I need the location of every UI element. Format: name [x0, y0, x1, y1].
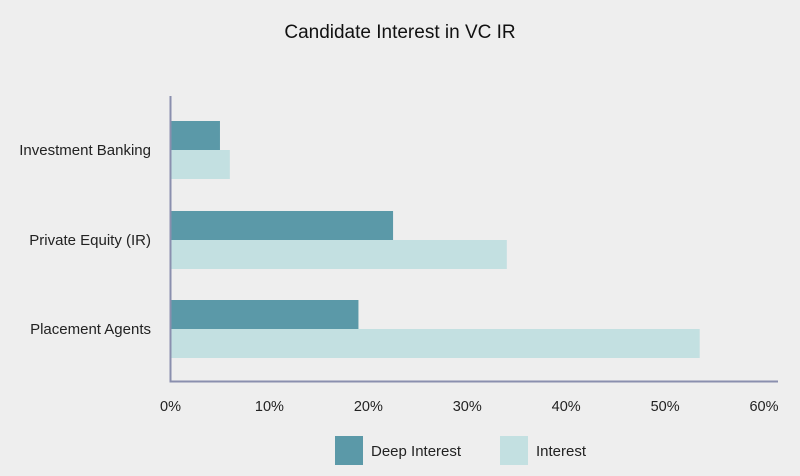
bars-group: [170, 121, 700, 358]
x-tick-label: 50%: [651, 399, 680, 415]
x-tick-label: 0%: [160, 399, 181, 415]
legend: Deep Interest Interest: [335, 436, 587, 465]
bar-deep-interest-1: [170, 211, 394, 240]
x-tick-labels: 0% 10% 20% 30% 40% 50% 60%: [160, 399, 779, 415]
x-tick-label: 20%: [354, 399, 383, 415]
category-label: Private Equity (IR): [29, 232, 151, 249]
bar-interest-1: [170, 240, 507, 269]
x-tick-label: 10%: [255, 399, 284, 415]
bar-deep-interest-0: [170, 121, 220, 150]
bar-interest-0: [170, 150, 230, 179]
x-tick-label: 30%: [453, 399, 482, 415]
x-tick-label: 60%: [749, 399, 778, 415]
category-label: Investment Banking: [19, 142, 151, 159]
bar-interest-2: [170, 329, 700, 358]
axes-group: [169, 96, 778, 383]
category-labels: Investment Banking Private Equity (IR) Pla…: [19, 142, 151, 338]
legend-label-deep-interest: Deep Interest: [371, 443, 462, 460]
chart-title: Candidate Interest in VC IR: [284, 22, 515, 43]
legend-label-interest: Interest: [536, 443, 587, 460]
bar-deep-interest-2: [170, 300, 359, 329]
legend-swatch-deep-interest: [335, 436, 363, 465]
category-label: Placement Agents: [30, 321, 151, 338]
legend-swatch-interest: [500, 436, 528, 465]
x-tick-label: 40%: [552, 399, 581, 415]
